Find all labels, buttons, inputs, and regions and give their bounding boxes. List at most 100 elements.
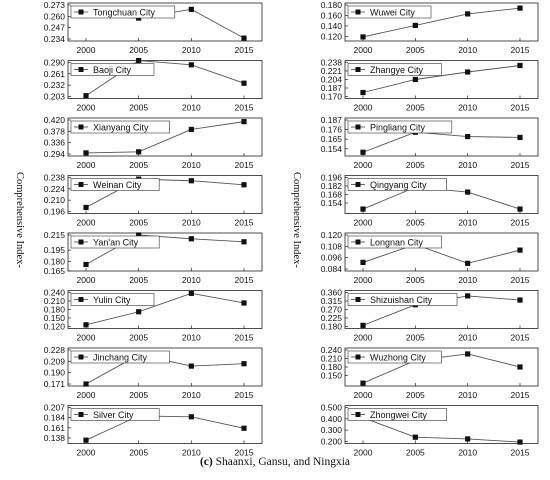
y-tick-label: 0.180 (321, 0, 343, 10)
data-point (241, 80, 247, 86)
plot-frame (344, 232, 539, 272)
x-tick-label: 2015 (511, 103, 530, 113)
legend-marker (78, 412, 84, 417)
x-tick-label: 2010 (182, 45, 201, 55)
x-tick-label: 2005 (129, 45, 148, 55)
x-tick-label: 2000 (77, 390, 96, 400)
data-point (188, 6, 194, 12)
data-point (83, 261, 89, 268)
data-point (517, 5, 523, 11)
data-point (188, 126, 194, 133)
legend-marker (78, 124, 84, 130)
legend-marker (355, 297, 361, 302)
y-tick-label: 0.273 (44, 0, 66, 10)
x-tick-label: 2000 (354, 275, 373, 285)
legend-label: Xianyang City (93, 123, 149, 133)
x-tick-label: 2010 (458, 160, 477, 170)
y-tick-label: 0.180 (321, 322, 343, 332)
y-tick-label: 0.190 (44, 368, 66, 378)
y-tick-label: 0.180 (44, 256, 66, 266)
y-tick-label: 0.224 (44, 184, 66, 194)
x-tick-label: 2015 (511, 390, 530, 400)
x-tick-label: 2000 (354, 160, 373, 170)
plot-frame (67, 117, 263, 157)
x-tick-label: 2010 (458, 333, 477, 343)
y-tick-label: 0.138 (44, 433, 66, 443)
data-point (241, 300, 247, 306)
y-tick-label: 0.200 (321, 437, 343, 447)
x-tick-label: 2010 (182, 390, 201, 400)
data-point (83, 93, 89, 99)
data-point (465, 293, 471, 299)
x-tick-label: 2015 (511, 160, 530, 170)
y-tick-label: 0.154 (321, 198, 343, 208)
x-tick-label: 2005 (406, 160, 425, 170)
y-tick-label: 0.203 (44, 92, 66, 102)
y-tick-label: 0.170 (321, 92, 343, 102)
y-tick-label: 0.180 (44, 305, 66, 315)
y-tick-label: 0.210 (44, 296, 66, 306)
y-tick-label: 0.161 (44, 423, 66, 433)
y-tick-label: 0.336 (44, 138, 66, 148)
y-tick-label: 0.187 (321, 115, 343, 125)
y-tick-label: 0.084 (321, 264, 343, 274)
plot-frame (67, 60, 263, 99)
x-tick-label: 2000 (77, 160, 96, 170)
data-point (241, 239, 247, 245)
plot-frame (344, 405, 539, 444)
legend-label: Silver City (93, 410, 134, 420)
legend-box (347, 293, 458, 306)
y-tick-label: 0.180 (321, 362, 343, 372)
legend-marker (78, 182, 84, 187)
x-tick-label: 2000 (77, 218, 96, 228)
data-point (465, 260, 471, 266)
data-point (360, 206, 366, 212)
data-point (360, 34, 366, 40)
legend-label: Zhongwei City (370, 410, 428, 420)
x-tick-label: 2000 (354, 390, 373, 400)
legend-box (70, 120, 170, 134)
data-point (241, 119, 247, 125)
y-tick-label: 0.195 (44, 245, 66, 255)
data-point (517, 364, 523, 370)
data-point (465, 69, 471, 75)
x-tick-label: 2010 (182, 160, 201, 170)
x-tick-label: 2005 (129, 390, 148, 400)
data-point (517, 247, 523, 253)
data-point (360, 259, 366, 265)
data-point (465, 11, 471, 17)
x-tick-label: 2000 (354, 218, 373, 228)
x-tick-label: 2005 (406, 45, 425, 55)
y-tick-label: 0.240 (44, 288, 66, 298)
legend-box (347, 63, 442, 76)
x-tick-label: 2015 (511, 218, 530, 228)
data-point (241, 361, 247, 367)
x-tick-label: 2000 (77, 45, 96, 55)
series-line (85, 121, 245, 154)
legend-box (347, 120, 453, 134)
legend-marker (78, 67, 84, 72)
y-tick-label: 0.209 (44, 356, 66, 366)
x-tick-label: 2015 (235, 390, 254, 400)
legend-marker (355, 412, 361, 417)
data-point (517, 134, 523, 141)
data-point (136, 57, 142, 64)
y-tick-label: 0.096 (321, 253, 343, 263)
y-axis-label-left: Comprehensive Index- (14, 172, 25, 268)
x-tick-label: 2010 (458, 275, 477, 285)
data-point (360, 149, 366, 155)
series-line (362, 243, 521, 264)
data-point (360, 380, 366, 386)
y-axis-label-right: Comprehensive Index- (291, 172, 302, 268)
legend-label: Wuzhong City (370, 353, 426, 363)
x-tick-label: 2010 (182, 333, 201, 343)
legend-marker (78, 9, 84, 15)
y-tick-label: 0.234 (44, 34, 66, 44)
legend-box (70, 235, 160, 249)
